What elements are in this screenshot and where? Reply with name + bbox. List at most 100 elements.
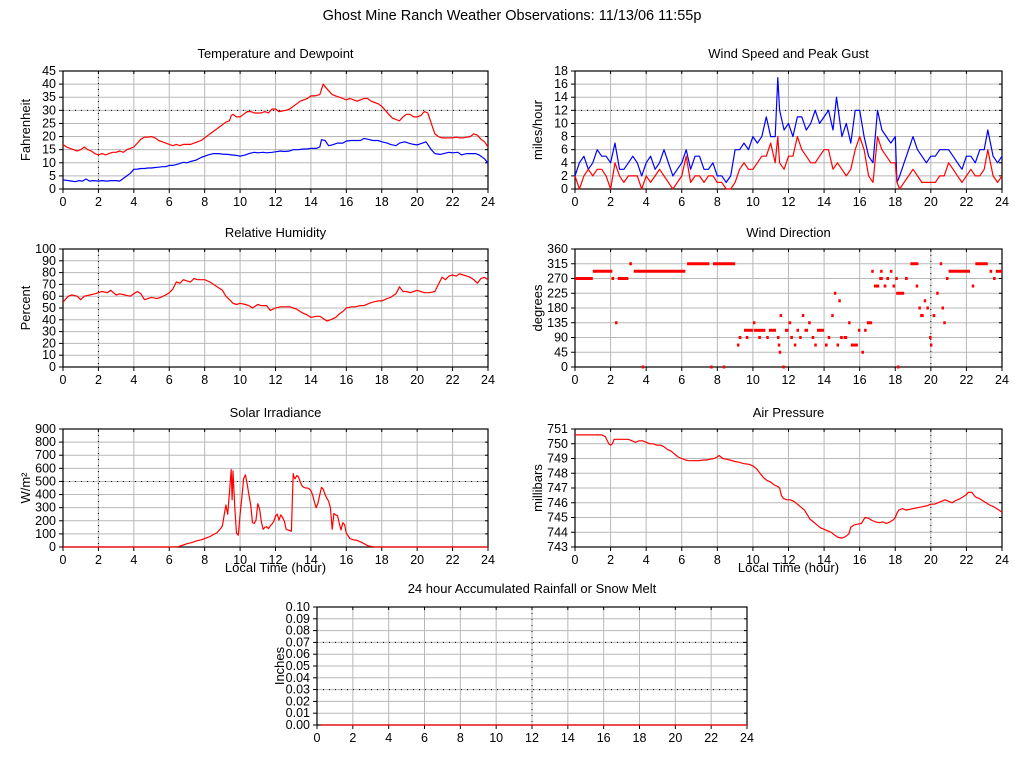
svg-text:35: 35 — [42, 90, 56, 104]
svg-text:6: 6 — [166, 373, 173, 387]
svg-text:12: 12 — [525, 731, 539, 745]
svg-text:0.04: 0.04 — [286, 671, 310, 685]
svg-text:0.09: 0.09 — [286, 612, 310, 626]
x-axis-label-local-time-left: Local Time (hour) — [224, 560, 327, 575]
svg-text:24: 24 — [995, 553, 1009, 567]
svg-text:8: 8 — [561, 130, 568, 144]
chart-solar-irradiance: 0 2 4 6 8 10 12 14 16 18 20 22 24 0 100 200 300 400 500 600… — [0, 423, 503, 583]
svg-text:0.03: 0.03 — [286, 683, 310, 697]
svg-text:8: 8 — [201, 195, 208, 209]
svg-text:600: 600 — [35, 461, 56, 475]
svg-text:14: 14 — [817, 195, 831, 209]
svg-text:16: 16 — [554, 77, 568, 91]
svg-text:12: 12 — [269, 373, 283, 387]
svg-text:16: 16 — [597, 731, 611, 745]
svg-text:24: 24 — [740, 731, 754, 745]
svg-text:500: 500 — [35, 474, 56, 488]
svg-text:10: 10 — [42, 156, 56, 170]
svg-text:45: 45 — [42, 65, 56, 78]
svg-text:0.00: 0.00 — [286, 718, 310, 732]
svg-text:750: 750 — [547, 437, 568, 451]
svg-text:0: 0 — [49, 540, 56, 554]
svg-text:0.02: 0.02 — [286, 694, 310, 708]
chart-title-wind-direction: Wind Direction — [746, 225, 831, 240]
svg-text:22: 22 — [446, 553, 460, 567]
svg-text:Fahrenheit: Fahrenheit — [18, 99, 33, 162]
svg-text:24: 24 — [995, 195, 1009, 209]
svg-text:22: 22 — [704, 731, 718, 745]
temperature-dewpoint-plot: 0 2 4 6 8 10 12 14 16 18 20 22 24051015202530354045F… — [18, 65, 495, 209]
svg-text:12: 12 — [782, 373, 796, 387]
svg-text:50: 50 — [42, 301, 56, 315]
svg-text:20: 20 — [668, 731, 682, 745]
svg-text:4: 4 — [130, 195, 137, 209]
chart-wind-speed-gust: 0 2 4 6 8 10 12 14 16 18 20 22 24 0 2 4 6 8 10 12 14 16 18 mile… — [512, 65, 1022, 225]
svg-text:90: 90 — [42, 254, 56, 268]
svg-text:18: 18 — [888, 373, 902, 387]
svg-text:W/m²: W/m² — [18, 472, 33, 504]
svg-text:0: 0 — [561, 360, 568, 374]
svg-text:10: 10 — [489, 731, 503, 745]
wind-direction-plot: 0 2 4 6 8 10 12 14 16 18 20 22 240459013518022527031… — [530, 243, 1009, 387]
svg-text:miles/hour: miles/hour — [530, 99, 545, 160]
svg-text:2: 2 — [607, 553, 614, 567]
svg-text:0: 0 — [572, 195, 579, 209]
chart-temperature-dewpoint: 0 2 4 6 8 10 12 14 16 18 20 22 24 0 5 10 15 20 25 30 35 40 45 F… — [0, 65, 503, 225]
svg-text:0.07: 0.07 — [286, 635, 310, 649]
svg-text:900: 900 — [35, 423, 56, 436]
svg-text:8: 8 — [457, 731, 464, 745]
svg-text:10: 10 — [233, 553, 247, 567]
svg-text:degrees: degrees — [530, 284, 545, 331]
svg-text:400: 400 — [35, 488, 56, 502]
svg-text:18: 18 — [554, 65, 568, 78]
svg-text:100: 100 — [35, 243, 56, 256]
svg-text:Percent: Percent — [18, 285, 33, 330]
svg-text:6: 6 — [678, 195, 685, 209]
svg-text:Inches: Inches — [272, 646, 287, 685]
svg-text:millibars: millibars — [530, 464, 545, 512]
svg-text:2: 2 — [95, 373, 102, 387]
svg-text:4: 4 — [643, 553, 650, 567]
svg-text:800: 800 — [35, 435, 56, 449]
svg-text:0: 0 — [314, 731, 321, 745]
svg-text:18: 18 — [375, 195, 389, 209]
svg-text:360: 360 — [547, 243, 568, 256]
svg-text:0.06: 0.06 — [286, 647, 310, 661]
svg-text:20: 20 — [410, 553, 424, 567]
svg-text:12: 12 — [269, 195, 283, 209]
svg-text:24: 24 — [481, 373, 495, 387]
svg-text:8: 8 — [714, 195, 721, 209]
svg-text:2: 2 — [95, 195, 102, 209]
svg-text:16: 16 — [853, 553, 867, 567]
svg-text:14: 14 — [817, 373, 831, 387]
svg-text:743: 743 — [547, 540, 568, 554]
svg-text:0: 0 — [572, 553, 579, 567]
svg-text:0: 0 — [60, 553, 67, 567]
svg-text:6: 6 — [166, 553, 173, 567]
svg-text:2: 2 — [607, 195, 614, 209]
svg-text:10: 10 — [746, 195, 760, 209]
svg-text:747: 747 — [547, 481, 568, 495]
svg-text:22: 22 — [446, 195, 460, 209]
svg-text:0.08: 0.08 — [286, 624, 310, 638]
svg-text:6: 6 — [678, 373, 685, 387]
air-pressure-plot: 0 2 4 6 8 10 12 14 16 18 20 22 247437447457467477487… — [530, 423, 1009, 567]
svg-text:10: 10 — [554, 116, 568, 130]
svg-text:8: 8 — [714, 373, 721, 387]
svg-text:30: 30 — [42, 325, 56, 339]
solar-irradiance-plot: 0 2 4 6 8 10 12 14 16 18 20 22 240100200300400500600… — [18, 423, 495, 567]
svg-text:8: 8 — [714, 553, 721, 567]
svg-text:4: 4 — [130, 553, 137, 567]
chart-title-rainfall: 24 hour Accumulated Rainfall or Snow Mel… — [407, 581, 657, 596]
svg-text:16: 16 — [339, 553, 353, 567]
svg-text:18: 18 — [633, 731, 647, 745]
svg-text:315: 315 — [547, 257, 568, 271]
chart-rainfall: 0 2 4 6 8 10 12 14 16 18 20 22 24 0.00 0.01 0.02 0.03 0.0… — [254, 601, 764, 761]
svg-text:6: 6 — [166, 195, 173, 209]
svg-text:10: 10 — [233, 195, 247, 209]
svg-text:20: 20 — [924, 373, 938, 387]
svg-text:16: 16 — [853, 195, 867, 209]
svg-text:225: 225 — [547, 286, 568, 300]
svg-text:0: 0 — [49, 360, 56, 374]
svg-text:14: 14 — [304, 553, 318, 567]
